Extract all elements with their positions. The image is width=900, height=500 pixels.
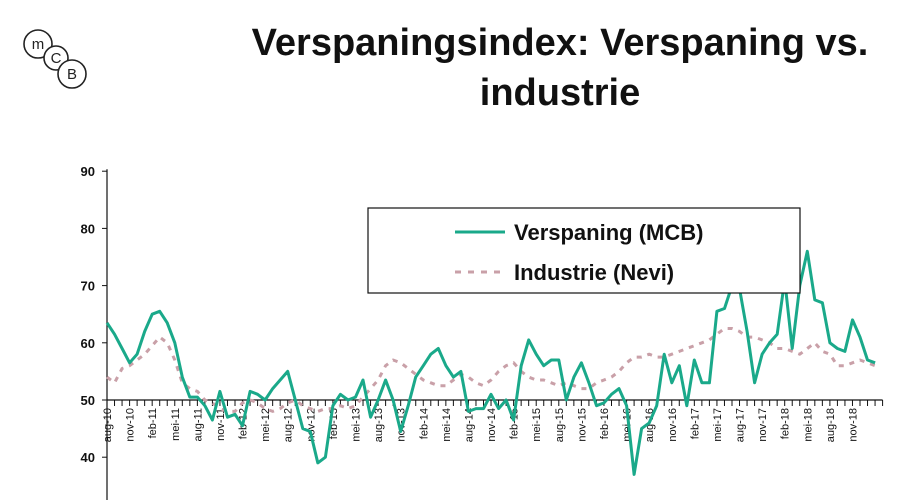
x-tick-label: nov-14 — [486, 408, 498, 442]
x-tick-label: mei-14 — [441, 408, 453, 442]
x-tick-label: nov-11 — [215, 408, 227, 441]
y-tick-label: 90 — [81, 164, 95, 179]
y-tick-label: 80 — [81, 221, 95, 236]
x-tick-label: feb-11 — [147, 408, 159, 438]
chart-title: Verspaningsindex: Verspaning vs. industr… — [251, 22, 869, 114]
legend-label-industrie: Industrie (Nevi) — [514, 260, 674, 285]
x-tick-label: aug-17 — [735, 408, 747, 442]
x-tick-label: aug-14 — [463, 408, 475, 442]
x-tick-label: nov-17 — [757, 408, 769, 442]
series-lines — [105, 249, 876, 476]
y-tick-label: 70 — [81, 279, 95, 294]
x-tick-label: mei-13 — [350, 408, 362, 442]
x-tick-label: nov-18 — [847, 408, 859, 442]
x-axis: aug-10 nov-10 feb-11 mei-11 aug-11 nov-11 feb-… — [102, 399, 884, 442]
series-line-verspaning — [105, 249, 876, 476]
y-tick-label: 40 — [81, 450, 95, 465]
x-tick-label: aug-15 — [554, 408, 566, 442]
x-tick-label: feb-16 — [599, 408, 611, 439]
x-tick-label: mei-11 — [170, 408, 182, 441]
legend: Verspaning (MCB) Industrie (Nevi) — [367, 207, 801, 294]
x-tick-label: nov-16 — [667, 408, 679, 442]
x-tick-label: mei-12 — [260, 408, 272, 442]
x-tick-label: nov-10 — [125, 408, 137, 442]
x-tick-label: aug-13 — [373, 408, 385, 442]
x-tick-label: nov-15 — [576, 408, 588, 442]
x-tick-label: aug-11 — [192, 408, 204, 441]
y-tick-label: 50 — [81, 393, 95, 408]
svg-text:B: B — [67, 66, 77, 83]
x-tick-label: feb-18 — [780, 408, 792, 439]
y-tick-label: 60 — [81, 336, 95, 351]
y-axis: 40 50 60 70 80 90 — [81, 164, 108, 500]
x-tick-label: mei-18 — [802, 408, 814, 442]
x-tick-label: feb-17 — [689, 408, 701, 439]
svg-text:m: m — [32, 36, 45, 53]
x-tick-label: mei-17 — [712, 408, 724, 442]
series-line-industrie — [106, 327, 876, 413]
svg-text:C: C — [51, 50, 62, 67]
x-tick-label: feb-14 — [418, 408, 430, 439]
x-tick-label: aug-12 — [283, 408, 295, 442]
x-tick-label: nov-12 — [305, 408, 317, 442]
x-tick-label: aug-10 — [102, 408, 114, 442]
legend-label-verspaning: Verspaning (MCB) — [514, 220, 703, 245]
x-tick-label: mei-15 — [531, 408, 543, 442]
x-tick-label: aug-18 — [825, 408, 837, 442]
